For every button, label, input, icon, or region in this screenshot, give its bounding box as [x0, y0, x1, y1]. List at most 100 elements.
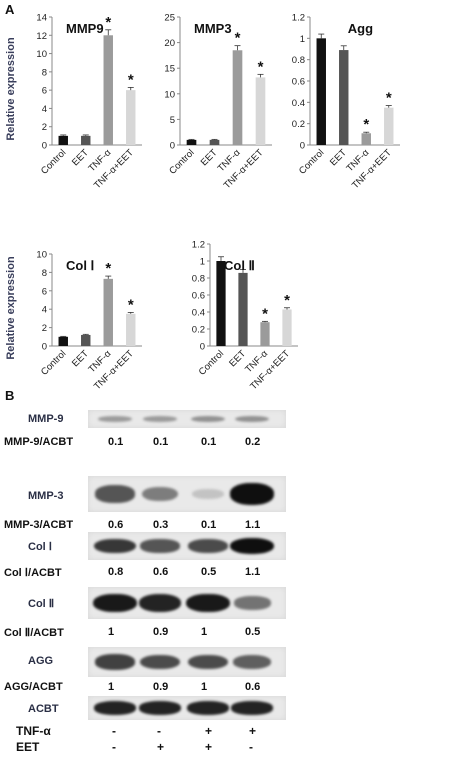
- y-tick-label: 4: [42, 305, 47, 316]
- blot-ratio-value: 1: [108, 681, 115, 693]
- y-tick-label: 0.8: [192, 274, 205, 285]
- blot-ratio-value: 0.1: [108, 436, 124, 448]
- chart-title: Col Ⅰ: [66, 258, 94, 273]
- y-tick-label: 8: [42, 268, 47, 279]
- blot-band: [186, 593, 230, 613]
- blot-ratio-value: 0.6: [245, 681, 261, 693]
- significance-marker: *: [235, 30, 241, 47]
- y-tick-label: 0: [200, 342, 205, 353]
- y-tick-label: 0: [42, 342, 47, 353]
- significance-marker: *: [128, 296, 134, 313]
- treatment-sign: -: [249, 740, 253, 754]
- chart-title: Agg: [348, 21, 373, 36]
- blot-ratio-value: 0.5: [245, 626, 261, 638]
- treatment-sign: -: [157, 724, 161, 738]
- bar: [186, 139, 197, 145]
- y-tick-label: 0: [170, 141, 175, 152]
- bar: [238, 272, 248, 346]
- bar: [339, 50, 349, 145]
- y-tick-label: 8: [42, 67, 47, 78]
- bar: [126, 313, 136, 346]
- category-label: Control: [197, 348, 226, 377]
- blot-band: [93, 593, 137, 613]
- blot-band: [140, 654, 180, 670]
- bar: [282, 309, 292, 346]
- blot-ratio-value: 0.2: [245, 436, 261, 448]
- bar: [58, 336, 68, 346]
- blot-band: [138, 701, 182, 715]
- blot-band: [95, 485, 135, 503]
- blot-ratio-label: AGG/ACBT: [4, 681, 63, 693]
- chart-title: MMP3: [194, 21, 232, 36]
- blot-band: [142, 415, 178, 423]
- treatment-label: TNF-α: [16, 724, 51, 738]
- blot-band: [140, 539, 180, 553]
- bar: [126, 90, 136, 145]
- blot-ratio-label: MMP-3/ACBT: [4, 519, 74, 531]
- blot-row-label: ACBT: [28, 703, 59, 715]
- significance-marker: *: [386, 90, 392, 107]
- blot-ratio-value: 0.1: [153, 436, 169, 448]
- significance-marker: *: [258, 58, 264, 75]
- bar: [232, 50, 243, 145]
- significance-marker: *: [105, 14, 111, 31]
- bar: [209, 139, 220, 145]
- y-tick-label: 20: [164, 38, 175, 49]
- blot-ratio-value: 0.1: [201, 519, 217, 531]
- category-label: Control: [167, 147, 196, 176]
- blot-strip: [88, 410, 286, 428]
- blot-row-label: MMP-3: [28, 490, 64, 502]
- bar: [103, 278, 113, 346]
- chart-title: Col Ⅱ: [224, 258, 255, 273]
- treatment-sign: +: [205, 724, 213, 738]
- blot-ratio-value: 0.9: [153, 626, 169, 638]
- blot-row-label: MMP-9: [28, 413, 64, 425]
- blot-band: [230, 701, 274, 715]
- blot-ratio-value: 0.6: [108, 519, 124, 531]
- y-tick-label: 0.8: [292, 55, 305, 66]
- blot-band: [233, 596, 271, 610]
- treatment-sign: +: [157, 740, 165, 754]
- category-label: Control: [39, 348, 68, 377]
- chart-title: MMP9: [66, 21, 104, 36]
- treatment-sign: -: [112, 740, 116, 754]
- bar: [103, 35, 113, 145]
- blot-band: [188, 539, 228, 553]
- blot-band: [232, 655, 272, 669]
- y-tick-label: 2: [42, 122, 47, 133]
- significance-marker: *: [128, 71, 134, 88]
- blot-band: [94, 654, 136, 670]
- y-tick-label: 5: [170, 115, 175, 126]
- blot-ratio-value: 1: [108, 626, 115, 638]
- y-axis-label: Relative expression: [5, 256, 17, 360]
- blot-band: [138, 593, 182, 613]
- y-tick-label: 1.2: [292, 13, 305, 24]
- bar: [216, 261, 226, 346]
- y-tick-label: 0.2: [292, 119, 305, 130]
- bar: [260, 322, 270, 346]
- panel-label-b: B: [5, 388, 15, 403]
- bar: [255, 77, 266, 145]
- blot-ratio-value: 0.5: [201, 566, 217, 578]
- blot-row-label: Col Ⅰ: [28, 541, 53, 553]
- significance-marker: *: [363, 116, 369, 133]
- blot-ratio-value: 0.3: [153, 519, 169, 531]
- blot-ratio-label: MMP-9/ACBT: [4, 436, 74, 448]
- y-tick-label: 0: [300, 141, 305, 152]
- y-axis-label: Relative expression: [5, 37, 17, 141]
- y-tick-label: 0.2: [192, 325, 205, 336]
- blot-band: [93, 701, 137, 715]
- treatment-label: EET: [16, 740, 40, 754]
- blot-band: [186, 701, 230, 715]
- blot-band: [230, 483, 274, 505]
- category-label: Control: [297, 147, 326, 176]
- y-tick-label: 1: [300, 34, 305, 45]
- blot-ratio-label: Col Ⅰ/ACBT: [4, 567, 62, 579]
- bar: [81, 135, 91, 145]
- y-tick-label: 0: [42, 141, 47, 152]
- category-label: Control: [39, 147, 68, 176]
- blot-ratio-value: 0.6: [153, 566, 169, 578]
- treatment-sign: +: [205, 740, 213, 754]
- blot-ratio-value: 0.9: [153, 681, 169, 693]
- y-tick-label: 10: [164, 89, 175, 100]
